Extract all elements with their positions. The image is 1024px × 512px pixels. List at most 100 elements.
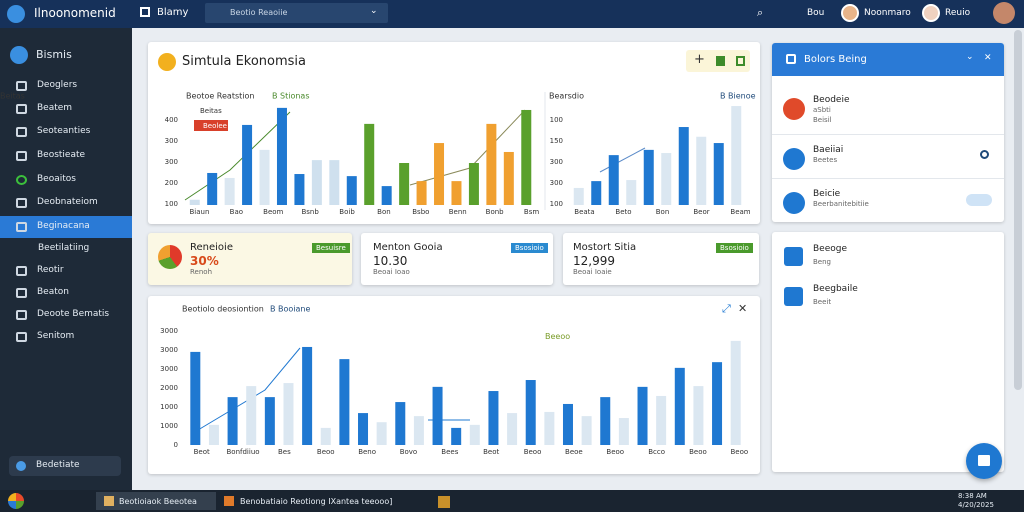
kpi-badge: Bsosioio (716, 243, 753, 253)
sidebar-item[interactable]: Beostieate (37, 150, 86, 160)
user-name[interactable]: Noonmaro (864, 8, 911, 18)
item-line: Beetes (813, 156, 838, 164)
start-button[interactable] (8, 493, 24, 509)
divider (772, 178, 1004, 179)
kpi-title: Mostort Sitia (573, 242, 637, 253)
avatar[interactable] (922, 4, 940, 22)
kpi-title: Menton Gooia (373, 242, 443, 253)
scrollbar[interactable] (1014, 30, 1022, 390)
menu-icon (140, 7, 150, 17)
expand-button[interactable]: ⤢ (722, 302, 731, 315)
item-title[interactable]: Beeoge (813, 244, 848, 254)
task-label[interactable]: Beotioiaok Beeotea (119, 497, 197, 506)
kpi-badge: Bsosioio (511, 243, 548, 253)
item-line: aSbti (813, 106, 831, 114)
fab-icon (978, 455, 990, 466)
item-icon (16, 127, 27, 137)
panel-collapse[interactable]: ⌄ (966, 52, 974, 62)
item-line: Beerbanitebitiie (813, 200, 869, 208)
sidebar-item[interactable]: Beginacana (37, 221, 90, 231)
footer-icon (16, 461, 26, 471)
task-label[interactable]: Benobatiaio Reotiong IXantea teeooo] (240, 497, 393, 506)
item-icon (16, 288, 27, 298)
panel-title: Bolors Being (804, 54, 867, 65)
item-title[interactable]: Baeiiai (813, 145, 844, 155)
toggle[interactable] (966, 194, 992, 206)
panel-close[interactable]: ✕ (984, 53, 992, 63)
share-button[interactable] (736, 56, 745, 66)
active-item[interactable] (0, 216, 132, 238)
status-dot (980, 150, 989, 159)
kpi-value: 12,999 (573, 254, 615, 268)
close-button[interactable]: ✕ (738, 302, 748, 315)
dropdown-caret: ⌄ (370, 6, 378, 16)
item-icon (16, 266, 27, 276)
profile[interactable]: Reuio (945, 8, 971, 18)
item-title[interactable]: Beicie (813, 189, 841, 199)
sidebar-item[interactable]: Beaton (37, 287, 69, 297)
item-icon (16, 81, 27, 91)
item-title[interactable]: Beegbaile (813, 284, 858, 294)
save-button[interactable] (716, 56, 725, 66)
sidebar-item[interactable]: Seoteanties (37, 126, 91, 136)
item-icon (16, 175, 27, 185)
sidebar-title: Bismis (36, 48, 72, 61)
task-item[interactable] (96, 492, 216, 510)
kpi-title: Reneioie (190, 242, 233, 253)
item-icon (784, 247, 803, 266)
avatar[interactable] (841, 4, 859, 22)
sidebar-item[interactable]: Beetilatiing (38, 243, 90, 253)
avatar[interactable] (993, 2, 1015, 24)
kpi-sub: Renoh (190, 268, 213, 276)
kpi-sub: Beoai Ioao (373, 268, 410, 276)
sidebar-item[interactable]: Beoaitos (37, 174, 76, 184)
date: 4/20/2025 (958, 501, 994, 509)
sidebar-item[interactable]: Deoote Bematis (37, 309, 110, 319)
title-icon (158, 53, 176, 71)
kpi-icon (158, 245, 182, 269)
side-panel-2 (772, 232, 1004, 472)
kpi-badge: Besuisre (312, 243, 350, 253)
search-text: Beotio Reaoiie (230, 8, 288, 17)
item-title[interactable]: Beodeie (813, 95, 850, 105)
sidebar-item[interactable]: Beatem (37, 103, 73, 113)
item-icon (16, 151, 27, 161)
menu[interactable]: Blamy (157, 7, 189, 18)
kpi-value: 30% (190, 254, 219, 268)
task-icon (224, 496, 234, 506)
search-icon[interactable]: ⌕ (757, 6, 764, 19)
item-icon (783, 98, 805, 120)
item-icon (16, 198, 27, 208)
kpi-card (361, 233, 553, 285)
sidebar-item[interactable]: Deoglers (37, 80, 78, 90)
footer-text: Bedetiate (36, 460, 80, 470)
item-icon (16, 332, 27, 342)
item-icon (783, 148, 805, 170)
item-line: Beng (813, 258, 831, 266)
add-button[interactable]: + (694, 52, 705, 67)
app-name: Ilnoonomenid (34, 6, 116, 20)
panel-header (772, 43, 1004, 76)
sidebar-item[interactable]: Reotir (37, 265, 64, 275)
kpi-sub: Beoai Ioaie (573, 268, 612, 276)
sidebar-footer[interactable] (9, 456, 121, 476)
logo[interactable] (7, 5, 25, 23)
kpi-value: 10.30 (373, 254, 408, 268)
panel-icon (786, 54, 796, 64)
item-icon (783, 192, 805, 214)
item-line: Beeit (813, 298, 832, 306)
top-link[interactable]: Bou (807, 8, 825, 18)
task-icon (104, 496, 114, 506)
divider (772, 134, 1004, 135)
sidebar-item[interactable]: Deobnateiom (37, 197, 98, 207)
sidebar-item[interactable]: Senitom (37, 331, 75, 341)
task-icon (438, 496, 450, 508)
clock: 8:38 AM (958, 492, 987, 500)
search-box[interactable] (205, 3, 388, 23)
bottom-card (148, 296, 760, 474)
chart-label: Beeoo (545, 332, 571, 341)
kpi-card (148, 233, 352, 285)
item-line: Beisil (813, 116, 832, 124)
main-title: Simtula Ekonomsia (182, 54, 307, 69)
